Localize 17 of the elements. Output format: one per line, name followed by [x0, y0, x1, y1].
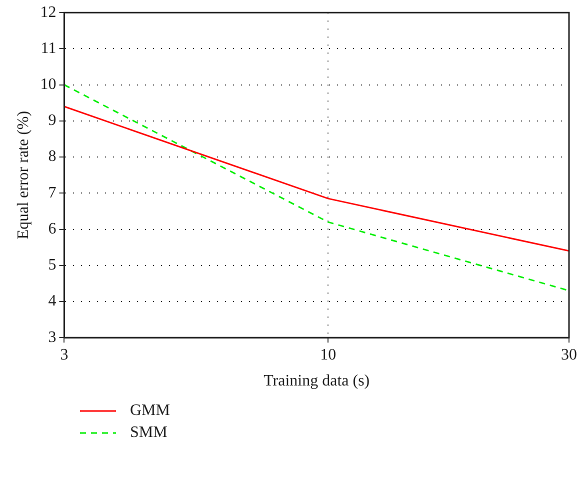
y-tick-label: 8 [48, 148, 56, 166]
y-tick-label: 12 [40, 4, 56, 21]
y-tick-label: 3 [48, 328, 56, 346]
x-tick-label: 3 [60, 346, 68, 364]
x-axis-title: Training data (s) [264, 372, 370, 390]
y-tick-label: 10 [40, 76, 56, 94]
y-tick-label: 7 [48, 184, 56, 202]
legend-label: SMM [130, 424, 168, 442]
y-tick-label: 4 [48, 292, 56, 310]
y-tick-label: 6 [48, 220, 56, 238]
y-tick-label: 11 [40, 40, 56, 57]
y-axis-title: Equal error rate (%) [14, 110, 32, 240]
y-tick-label: 5 [48, 256, 56, 274]
x-tick-label: 10 [320, 346, 336, 364]
y-tick-label: 9 [48, 112, 56, 130]
x-tick-label: 30 [561, 346, 577, 364]
legend-label: GMM [130, 402, 170, 420]
